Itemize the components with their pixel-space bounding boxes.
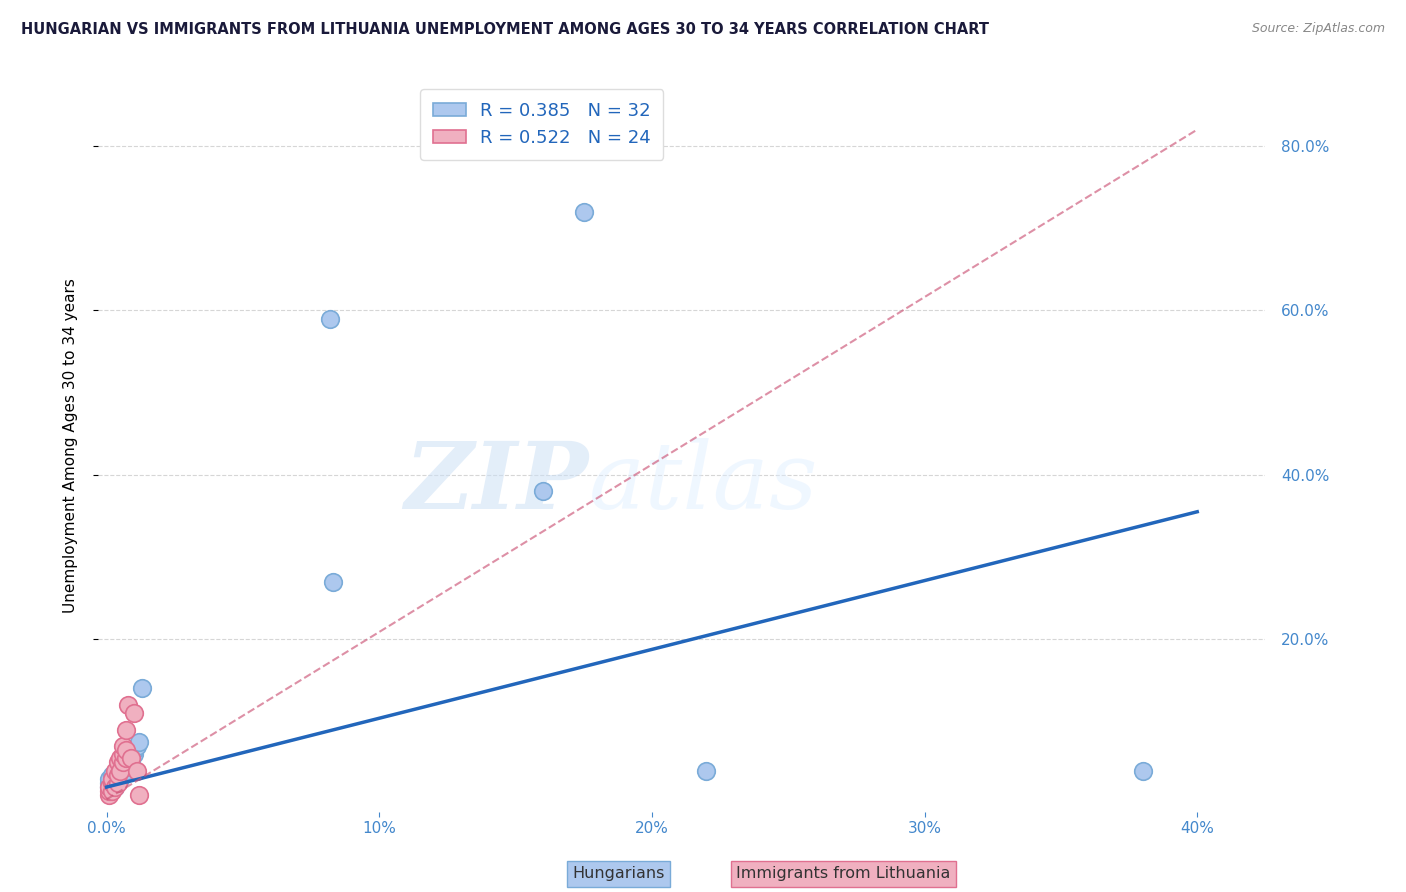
Point	[111, 739, 134, 753]
Y-axis label: Unemployment Among Ages 30 to 34 years: Unemployment Among Ages 30 to 34 years	[63, 278, 77, 614]
Text: atlas: atlas	[589, 438, 818, 527]
Point	[125, 764, 148, 778]
Point	[107, 768, 129, 782]
Point	[117, 759, 139, 773]
Point	[111, 768, 134, 782]
Point	[101, 768, 124, 782]
Text: HUNGARIAN VS IMMIGRANTS FROM LITHUANIA UNEMPLOYMENT AMONG AGES 30 TO 34 YEARS CO: HUNGARIAN VS IMMIGRANTS FROM LITHUANIA U…	[21, 22, 988, 37]
Point	[114, 751, 136, 765]
Point	[114, 723, 136, 737]
Point	[98, 780, 121, 794]
Point	[114, 764, 136, 778]
Point	[104, 764, 127, 778]
Point	[101, 772, 124, 786]
Point	[111, 756, 134, 770]
Point	[110, 764, 132, 778]
Text: Hungarians: Hungarians	[572, 866, 665, 881]
Text: Immigrants from Lithuania: Immigrants from Lithuania	[737, 866, 950, 881]
Point	[319, 311, 342, 326]
Point	[104, 780, 127, 794]
Point	[322, 574, 344, 589]
Point	[101, 784, 124, 798]
Point	[111, 747, 134, 762]
Point	[104, 776, 127, 790]
Point	[111, 764, 134, 778]
Point	[120, 756, 142, 770]
Point	[104, 780, 127, 794]
Text: ZIP: ZIP	[405, 438, 589, 527]
Point	[107, 756, 129, 770]
Point	[111, 756, 134, 770]
Point	[131, 681, 153, 696]
Point	[101, 772, 124, 786]
Point	[117, 698, 139, 712]
Point	[128, 735, 150, 749]
Point	[110, 764, 132, 778]
Point	[110, 772, 132, 786]
Point	[122, 743, 145, 757]
Point	[107, 764, 129, 778]
Point	[122, 706, 145, 720]
Point	[104, 768, 127, 782]
Point	[98, 780, 121, 794]
Point	[98, 772, 121, 786]
Point	[98, 776, 121, 790]
Point	[114, 756, 136, 770]
Point	[98, 784, 121, 798]
Point	[101, 776, 124, 790]
Point	[101, 780, 124, 794]
Text: Source: ZipAtlas.com: Source: ZipAtlas.com	[1251, 22, 1385, 36]
Point	[695, 764, 717, 778]
Point	[114, 743, 136, 757]
Point	[125, 739, 148, 753]
Point	[120, 751, 142, 765]
Point	[107, 772, 129, 786]
Point	[98, 789, 121, 803]
Point	[531, 484, 554, 499]
Point	[122, 747, 145, 762]
Point	[572, 204, 595, 219]
Point	[107, 776, 129, 790]
Point	[117, 751, 139, 765]
Point	[110, 751, 132, 765]
Point	[1132, 764, 1154, 778]
Legend: R = 0.385   N = 32, R = 0.522   N = 24: R = 0.385 N = 32, R = 0.522 N = 24	[420, 89, 664, 160]
Point	[128, 789, 150, 803]
